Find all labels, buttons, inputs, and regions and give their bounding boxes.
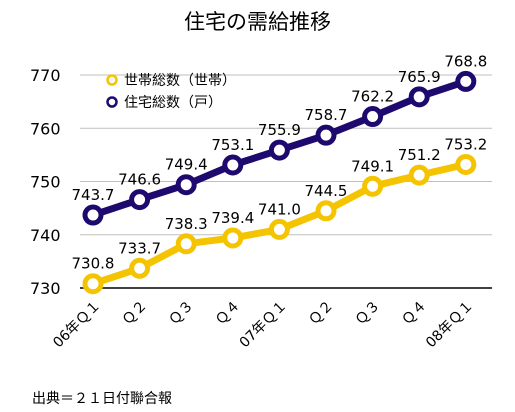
- data-label: 733.7: [118, 239, 161, 257]
- data-label: 741.0: [258, 200, 301, 218]
- x-tick-label: 08年Ｑ１: [423, 298, 477, 352]
- data-point: [129, 189, 151, 211]
- legend-marker: [106, 74, 118, 86]
- data-point: [82, 273, 104, 295]
- data-label: 753.1: [211, 136, 254, 154]
- legend: 世帯総数（世帯） 住宅総数（戸）: [106, 73, 236, 111]
- data-label: 755.9: [258, 121, 301, 139]
- data-label: 746.6: [118, 171, 161, 189]
- x-tick-label: Ｑ２: [306, 298, 337, 329]
- data-label: 749.4: [165, 156, 208, 174]
- x-tick-label: 07年Ｑ１: [237, 298, 291, 352]
- data-point: [408, 86, 430, 108]
- data-label: 768.8: [444, 52, 487, 70]
- x-tick-label: Ｑ３: [352, 298, 383, 329]
- data-label: 753.2: [444, 135, 487, 153]
- data-point: [408, 164, 430, 186]
- legend-label: 住宅総数（戸）: [124, 95, 222, 111]
- data-point: [175, 174, 197, 196]
- data-label: 730.8: [72, 255, 115, 273]
- data-label: 743.7: [72, 186, 115, 204]
- legend-marker: [106, 96, 118, 108]
- data-point: [129, 257, 151, 279]
- data-label: 751.2: [398, 146, 441, 164]
- data-label: 765.9: [398, 68, 441, 86]
- data-point: [362, 175, 384, 197]
- data-label: 744.5: [305, 182, 348, 200]
- x-tick-label: 06年Ｑ１: [50, 298, 104, 352]
- data-point: [315, 200, 337, 222]
- data-label: 762.2: [351, 88, 394, 106]
- x-tick-label: Ｑ２: [119, 298, 150, 329]
- x-tick-label: Ｑ３: [166, 298, 197, 329]
- y-tick-label: 770: [30, 66, 61, 85]
- y-tick-label: 750: [30, 173, 61, 192]
- data-point: [222, 227, 244, 249]
- data-point: [82, 204, 104, 226]
- series-layer: [82, 70, 477, 295]
- data-point: [268, 218, 290, 240]
- chart-title: 住宅の需給推移: [184, 10, 331, 34]
- y-tick-label: 760: [30, 119, 61, 138]
- data-point: [175, 233, 197, 255]
- y-axis-ticks: 730 740 750 760 770: [30, 66, 61, 298]
- x-tick-label: Ｑ４: [213, 298, 244, 329]
- data-point: [268, 139, 290, 161]
- data-point: [455, 153, 477, 175]
- y-tick-label: 740: [30, 226, 61, 245]
- data-point: [315, 124, 337, 146]
- data-label: 758.7: [305, 106, 348, 124]
- data-point: [222, 154, 244, 176]
- data-point: [455, 70, 477, 92]
- source-note: 出典＝２１日付聯合報: [32, 391, 172, 407]
- data-label: 749.1: [351, 157, 394, 175]
- y-tick-label: 730: [30, 279, 61, 298]
- legend-label: 世帯総数（世帯）: [124, 73, 236, 89]
- x-tick-label: Ｑ４: [399, 298, 430, 329]
- data-label: 738.3: [165, 215, 208, 233]
- data-point: [362, 106, 384, 128]
- data-label: 739.4: [211, 209, 254, 227]
